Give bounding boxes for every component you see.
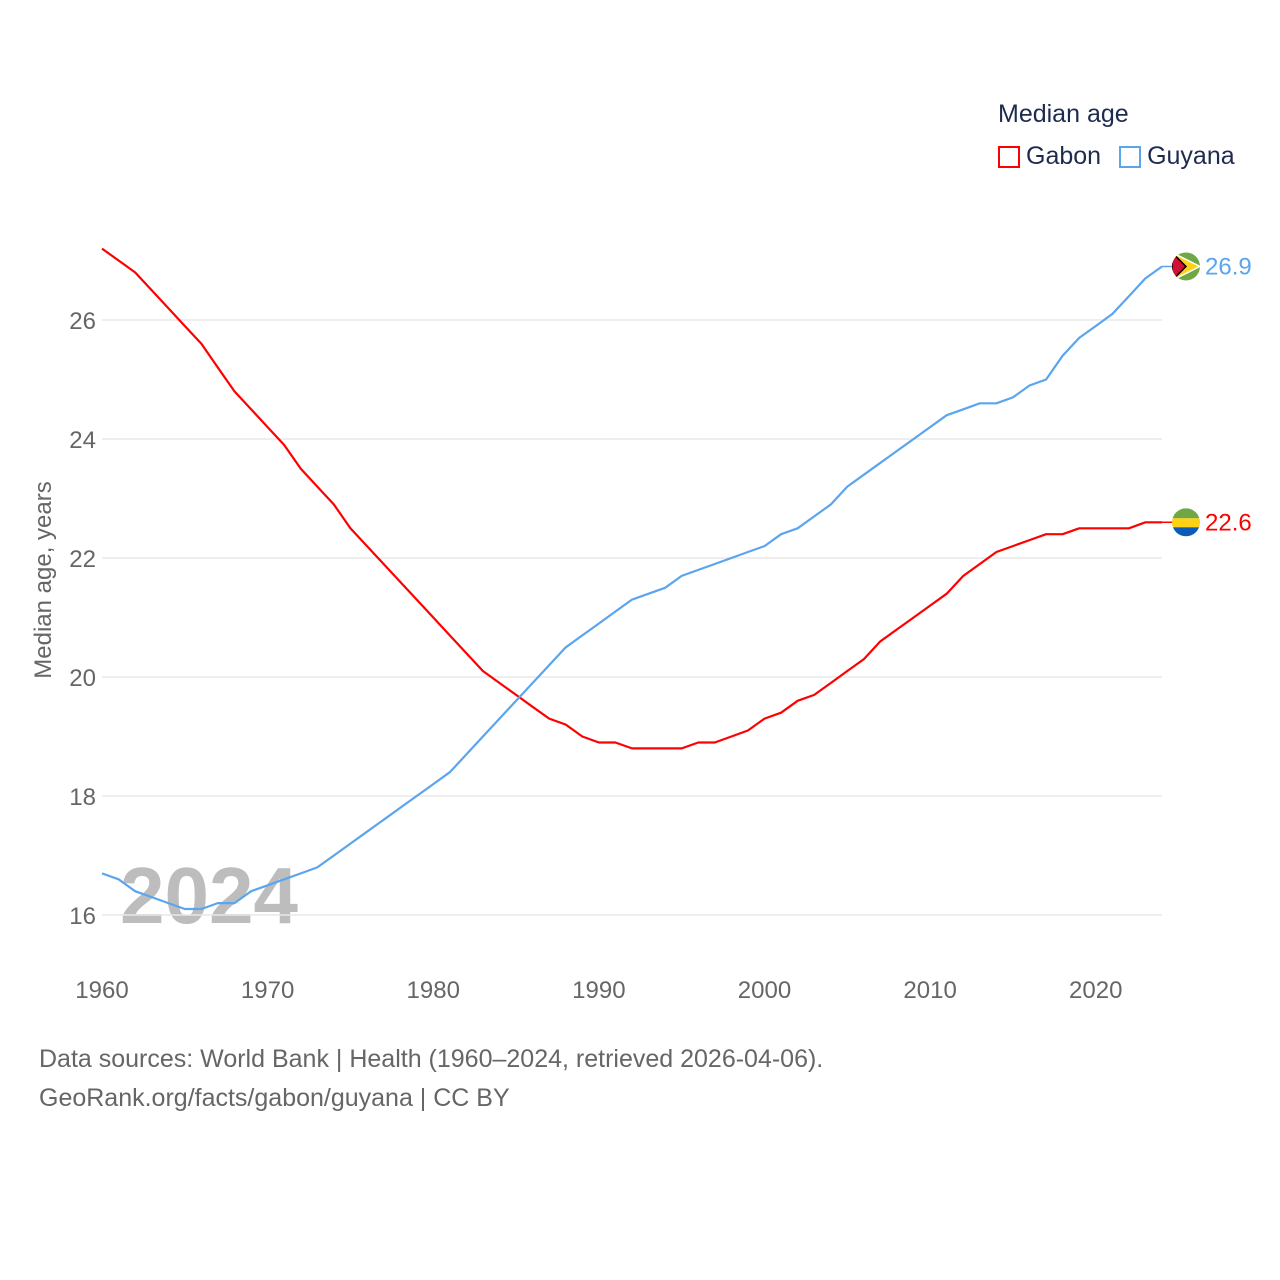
x-tick-label: 2000 xyxy=(738,977,791,1004)
y-tick-label: 18 xyxy=(69,784,96,811)
series-line-gabon xyxy=(101,247,1162,750)
attribution-link[interactable]: GeoRank.org/facts/gabon/guyana | CC BY xyxy=(39,1084,510,1112)
end-value-label: 26.9 xyxy=(1205,253,1252,280)
y-tick-label: 16 xyxy=(69,903,96,930)
gabon-swatch xyxy=(998,145,1020,168)
y-tick-label: 22 xyxy=(69,546,96,573)
x-tick-label: 1990 xyxy=(572,977,625,1004)
legend-title: Median age xyxy=(998,100,1129,128)
y-tick-label: 20 xyxy=(69,665,96,692)
y-tick-label: 24 xyxy=(69,427,96,454)
end-value-label: 22.6 xyxy=(1205,509,1252,536)
x-tick-label: 2020 xyxy=(1069,977,1122,1004)
y-tick-label: 26 xyxy=(69,308,96,335)
legend-item-gabon[interactable]: Gabon xyxy=(998,142,1101,171)
guyana-flag-icon xyxy=(1172,252,1200,281)
legend-label: Guyana xyxy=(1147,142,1235,170)
series-line-guyana xyxy=(101,265,1163,911)
data-source-note: Data sources: World Bank | Health (1960–… xyxy=(39,1045,824,1073)
x-tick-label: 1980 xyxy=(407,977,460,1004)
legend-label: Gabon xyxy=(1026,142,1102,170)
guyana-swatch xyxy=(1119,145,1142,168)
legend-item-guyana[interactable]: Guyana xyxy=(1119,142,1235,171)
gabon-flag-icon xyxy=(1172,508,1200,537)
x-tick-label: 1970 xyxy=(241,977,294,1004)
x-tick-label: 2010 xyxy=(903,977,956,1004)
y-axis-label: Median age, years xyxy=(30,481,57,678)
legend: Gabon Guyana xyxy=(998,142,1235,171)
x-tick-label: 1960 xyxy=(75,977,128,1004)
